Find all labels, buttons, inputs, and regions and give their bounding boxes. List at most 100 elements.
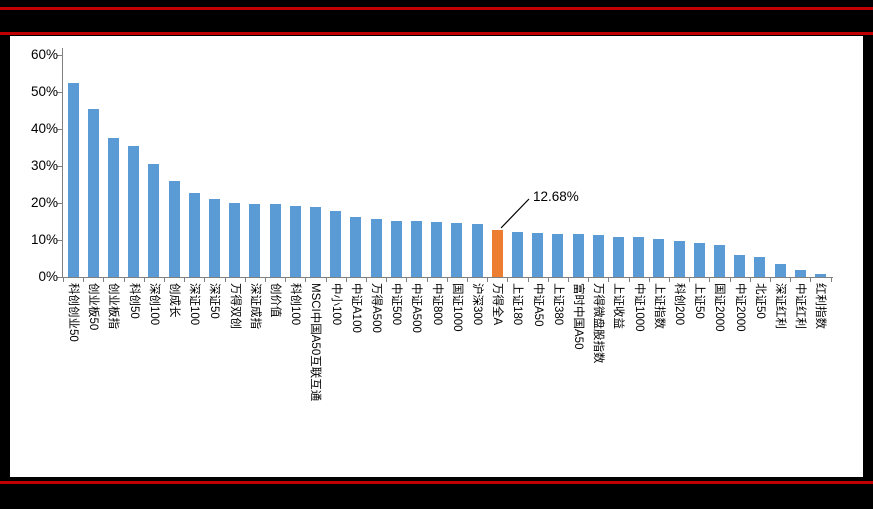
x-axis-tick bbox=[426, 278, 428, 282]
x-axis-tick bbox=[668, 278, 670, 282]
x-axis-tick bbox=[769, 278, 771, 282]
bar bbox=[451, 223, 463, 277]
x-axis-label: 深证成指 bbox=[248, 283, 261, 329]
x-axis-label: 沪深300 bbox=[471, 283, 483, 326]
x-axis-tick bbox=[345, 278, 347, 282]
x-axis-tick bbox=[527, 278, 529, 282]
x-axis-label: 国证2000 bbox=[713, 283, 726, 332]
x-axis-label: 万得全A bbox=[491, 283, 504, 326]
x-axis-label: 中证A100 bbox=[349, 283, 362, 333]
bar bbox=[572, 234, 584, 277]
x-axis-label: 中证红利 bbox=[794, 283, 807, 329]
x-axis-label: 万得双创 bbox=[228, 283, 241, 329]
x-axis-label: 中证500 bbox=[390, 283, 403, 326]
x-axis-tick bbox=[325, 278, 327, 282]
x-axis-label: 国证1000 bbox=[450, 283, 463, 332]
bottom-red-rule bbox=[0, 481, 873, 484]
x-axis-label: 深证100 bbox=[188, 283, 201, 326]
bar bbox=[653, 239, 665, 277]
x-axis-label: 中证A50 bbox=[531, 283, 544, 327]
bar bbox=[552, 234, 564, 277]
bar bbox=[612, 237, 624, 277]
x-axis-line bbox=[62, 277, 833, 278]
bar bbox=[87, 109, 99, 277]
bar bbox=[370, 219, 382, 277]
x-axis-tick bbox=[507, 278, 509, 282]
x-axis-label: 北证50 bbox=[753, 283, 766, 319]
x-axis-label: 中证A500 bbox=[410, 283, 423, 333]
bar bbox=[754, 257, 766, 277]
x-axis-label: 万得微盘股指数 bbox=[592, 283, 605, 364]
y-axis-label: 10% bbox=[30, 232, 58, 247]
y-axis-tick bbox=[57, 92, 62, 93]
x-axis-tick bbox=[264, 278, 266, 282]
bar bbox=[148, 164, 160, 277]
x-axis-tick bbox=[143, 278, 145, 282]
x-axis-tick bbox=[790, 278, 792, 282]
x-axis-label: 上证180 bbox=[511, 283, 524, 326]
x-axis-label: 中小100 bbox=[329, 283, 342, 326]
y-axis-label: 50% bbox=[30, 84, 58, 99]
x-axis-label: 深证红利 bbox=[774, 283, 786, 329]
x-axis-tick bbox=[446, 278, 448, 282]
bar bbox=[633, 237, 645, 277]
x-axis-label: 上证指数 bbox=[652, 283, 665, 329]
annotation-label: 12.68% bbox=[533, 189, 579, 204]
x-axis-tick bbox=[810, 278, 812, 282]
y-axis-tick bbox=[57, 166, 62, 167]
bar bbox=[734, 255, 746, 277]
x-axis-label: 创成长 bbox=[168, 283, 180, 318]
x-axis-label: 上证收益 bbox=[612, 283, 625, 329]
x-axis-tick bbox=[123, 278, 125, 282]
x-axis-label: 创业板50 bbox=[87, 283, 100, 331]
x-axis-tick bbox=[62, 278, 64, 282]
bar bbox=[673, 240, 685, 277]
chart-panel: 0% 10% 20% 30% 40% 50% 60% 科创创业50 创业板50 创业板指 科创50 深… bbox=[10, 36, 863, 477]
top-red-rule-1 bbox=[0, 7, 873, 10]
bar bbox=[410, 220, 422, 277]
y-axis-label: 60% bbox=[30, 47, 58, 62]
y-axis-tick bbox=[57, 203, 62, 204]
x-axis-tick bbox=[608, 278, 610, 282]
y-axis-label: 0% bbox=[38, 269, 58, 284]
y-axis-tick bbox=[57, 240, 62, 241]
x-axis-label: 万得A500 bbox=[370, 283, 382, 333]
x-axis-tick bbox=[83, 278, 85, 282]
top-red-rule-2 bbox=[0, 32, 873, 35]
x-axis-label: 上证50 bbox=[693, 283, 706, 319]
bar bbox=[269, 204, 281, 277]
bar bbox=[330, 210, 342, 277]
x-axis-label: MSCI中国A50互联互通 bbox=[309, 283, 322, 402]
x-axis-label: 科创100 bbox=[289, 283, 302, 326]
x-axis-tick bbox=[224, 278, 226, 282]
bar bbox=[249, 203, 261, 277]
x-axis-tick bbox=[365, 278, 367, 282]
bar bbox=[67, 83, 79, 277]
bar bbox=[794, 269, 806, 277]
bar bbox=[774, 264, 786, 277]
x-axis-label: 科创200 bbox=[673, 283, 685, 326]
x-axis-tick bbox=[163, 278, 165, 282]
x-axis-tick bbox=[244, 278, 246, 282]
x-axis-tick bbox=[709, 278, 711, 282]
y-axis-line bbox=[62, 48, 63, 277]
bar bbox=[229, 202, 241, 277]
x-axis-tick bbox=[487, 278, 489, 282]
bar-highlighted bbox=[491, 230, 503, 277]
bar bbox=[390, 220, 402, 277]
bar bbox=[713, 245, 725, 277]
x-axis-label: 创价值 bbox=[269, 283, 281, 318]
bar bbox=[309, 207, 321, 277]
y-axis-label: 30% bbox=[30, 158, 58, 173]
x-axis-label: 科创50 bbox=[127, 283, 140, 319]
x-axis-label: 科创创业50 bbox=[67, 283, 79, 342]
x-axis-tick bbox=[628, 278, 630, 282]
x-axis-tick bbox=[567, 278, 569, 282]
x-axis-tick bbox=[547, 278, 549, 282]
x-axis-tick bbox=[588, 278, 590, 282]
bar bbox=[289, 205, 301, 277]
bar bbox=[107, 138, 119, 277]
x-axis-tick bbox=[648, 278, 650, 282]
x-axis-tick bbox=[386, 278, 388, 282]
